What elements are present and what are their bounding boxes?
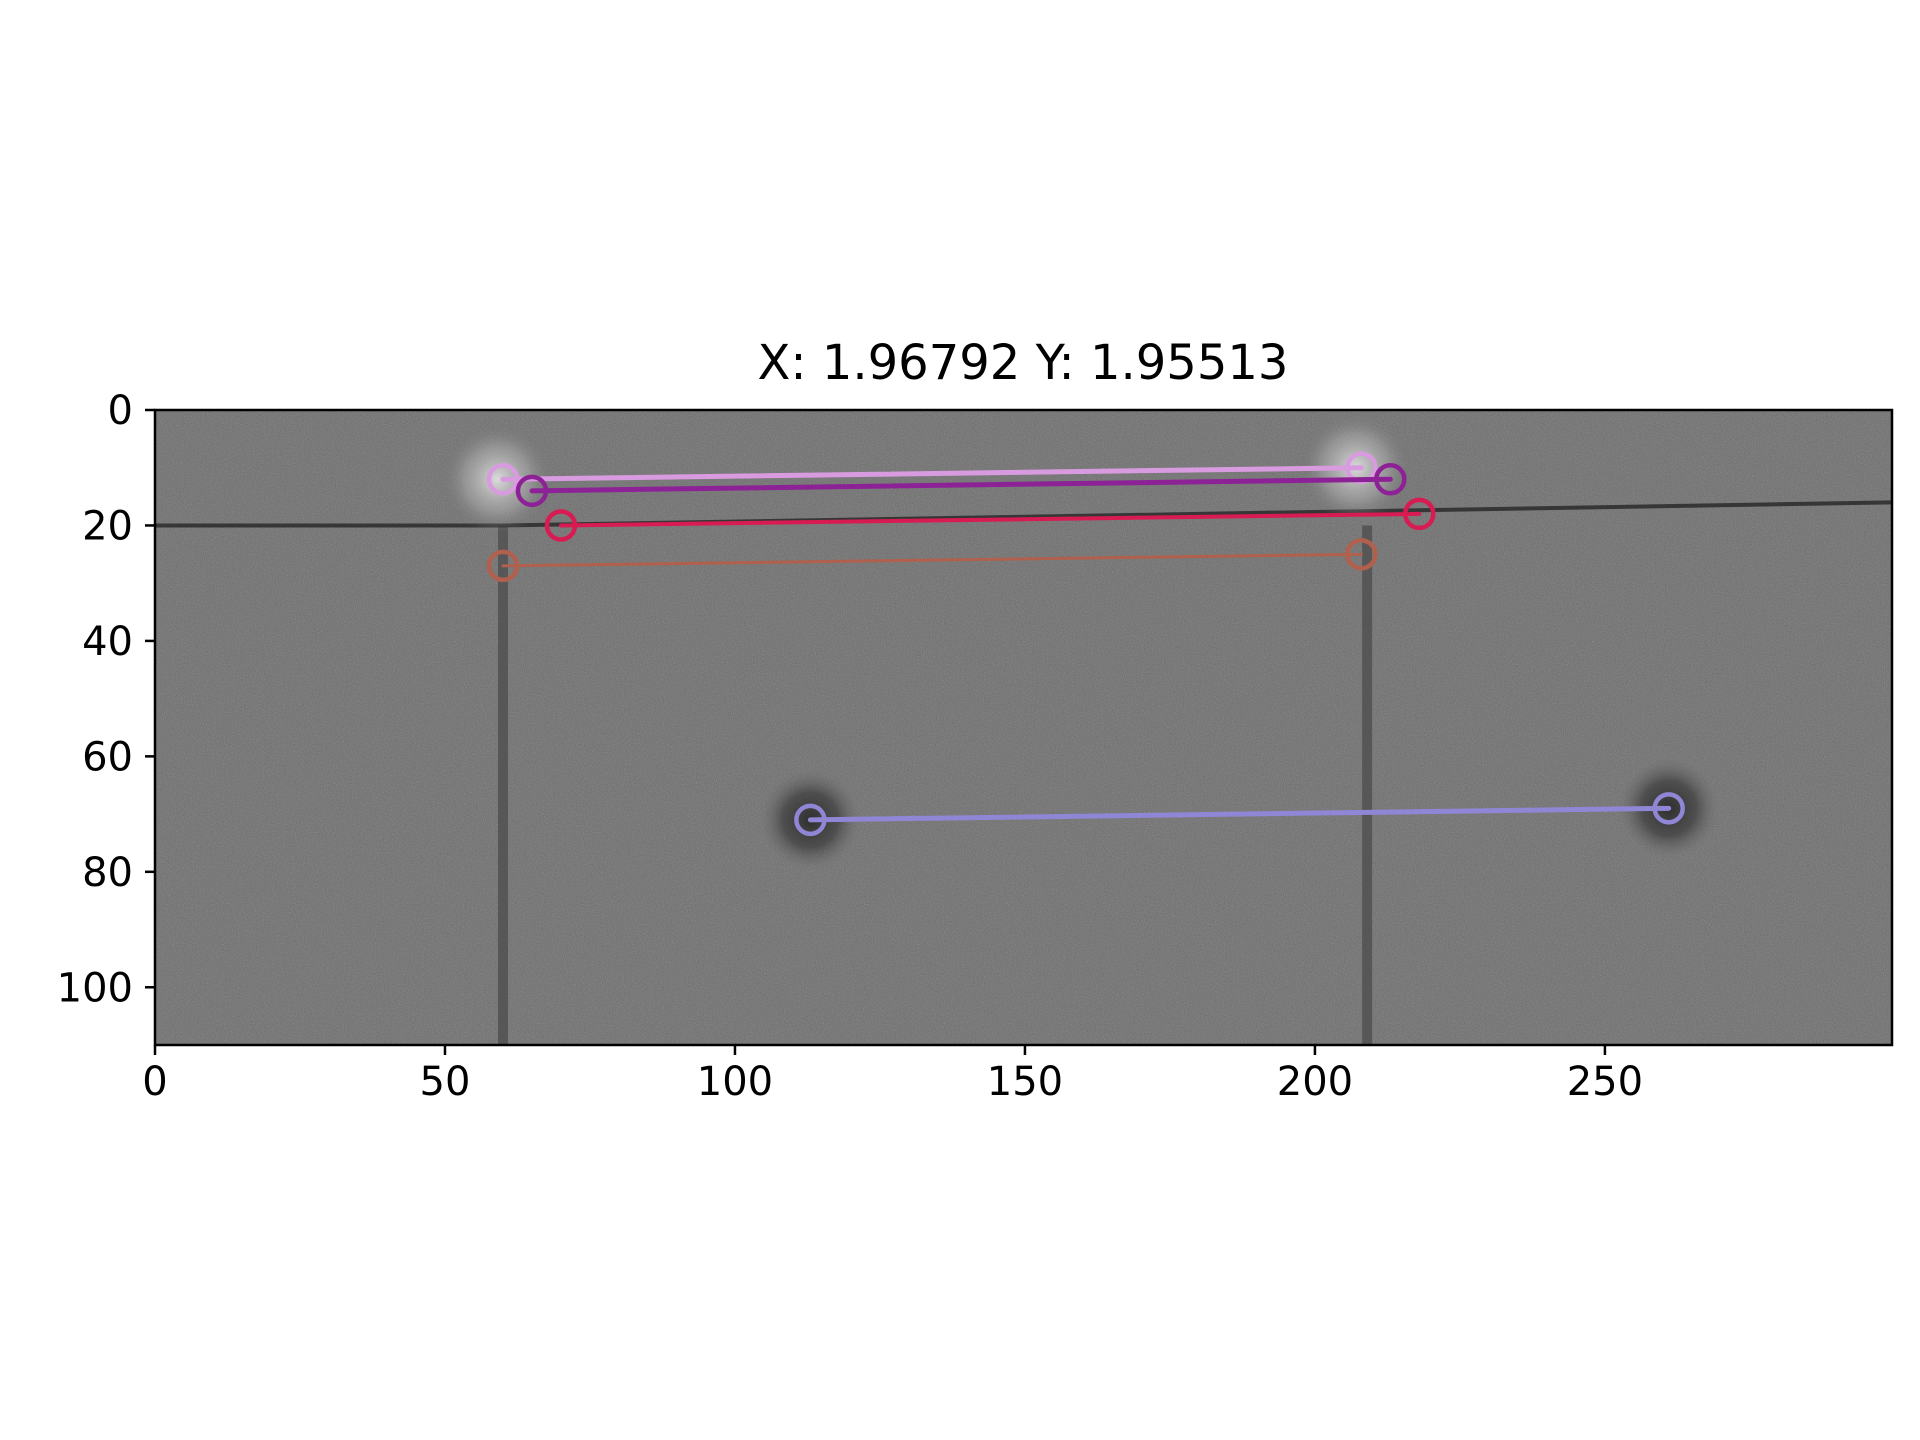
- keypoint-matches: [486, 451, 1685, 837]
- match-point-left-1: [515, 474, 549, 508]
- match-line-2: [558, 511, 1422, 528]
- x-tick-label-200: 200: [1277, 1059, 1353, 1105]
- match-point-right-3: [1345, 538, 1378, 571]
- match-line-0: [500, 465, 1364, 482]
- match-line-1: [529, 476, 1393, 494]
- match-line-4: [807, 805, 1672, 823]
- x-tick-label-0: 0: [142, 1059, 167, 1105]
- y-tick-label-100: 100: [57, 965, 133, 1011]
- match-point-left-3: [486, 549, 520, 583]
- x-tick-label-100: 100: [697, 1059, 773, 1105]
- background-image: [155, 410, 1892, 1045]
- match-point-right-4: [1652, 792, 1685, 825]
- light-blob-0: [442, 424, 553, 535]
- y-tick-label-0: 0: [108, 388, 133, 434]
- y-axis: 0 20 40 60 80 100: [57, 388, 155, 1011]
- match-line-3: [501, 552, 1363, 568]
- chart-title: X: 1.96792 Y: 1.95513: [758, 335, 1289, 391]
- y-tick-label-40: 40: [82, 619, 133, 665]
- match-point-right-2: [1403, 497, 1436, 531]
- match-point-left-2: [544, 509, 578, 542]
- y-tick-label-20: 20: [82, 503, 133, 549]
- axes-frame: [153, 408, 1894, 1047]
- match-point-left-4: [794, 803, 827, 837]
- match-point-left-0: [486, 463, 520, 496]
- x-tick-label-50: 50: [420, 1059, 471, 1105]
- x-tick-label-250: 250: [1567, 1059, 1643, 1105]
- y-tick-label-80: 80: [82, 850, 133, 896]
- x-axis: 0 50 100 150 200 250: [142, 1045, 1643, 1105]
- match-point-right-1: [1374, 463, 1407, 496]
- x-tick-label-150: 150: [987, 1059, 1063, 1105]
- y-tick-label-60: 60: [82, 734, 133, 780]
